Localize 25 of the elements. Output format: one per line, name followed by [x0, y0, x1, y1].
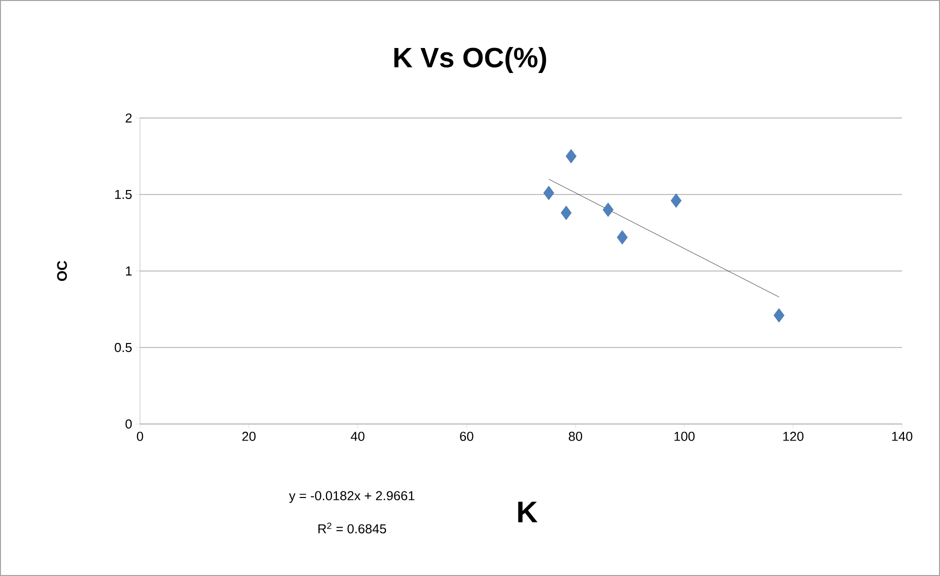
text: y = -0.0182x + 2.9661	[289, 491, 414, 503]
point	[616, 230, 628, 244]
text: R$^{2}$ = 0.6845	[318, 522, 386, 534]
y-tick-label: 0	[126, 419, 132, 429]
chart-title: K Vs OC(%)	[394, 47, 546, 73]
point	[774, 308, 784, 323]
y-tick-label: 1	[126, 266, 132, 276]
x-tick-label: 140	[892, 432, 912, 441]
point	[602, 202, 614, 217]
x-axis-title: K	[518, 502, 538, 522]
x-tick-label: 120	[783, 432, 804, 441]
y-tick-label: 2	[126, 113, 132, 123]
x-tick-label: 100	[674, 432, 695, 441]
point	[670, 193, 682, 208]
point	[560, 206, 572, 220]
x-tick-label: 80	[568, 432, 582, 441]
point	[543, 186, 554, 200]
x-tick-label: 20	[242, 432, 256, 441]
x-tick-label: 60	[460, 432, 474, 441]
x-tick-label: 0	[136, 432, 144, 441]
y-tick-label: 0.5	[114, 342, 132, 352]
point	[566, 149, 576, 164]
x-tick-label: 40	[350, 432, 364, 441]
y-tick-label: 1.5	[115, 190, 132, 199]
y-axis-title: OC	[57, 260, 67, 281]
